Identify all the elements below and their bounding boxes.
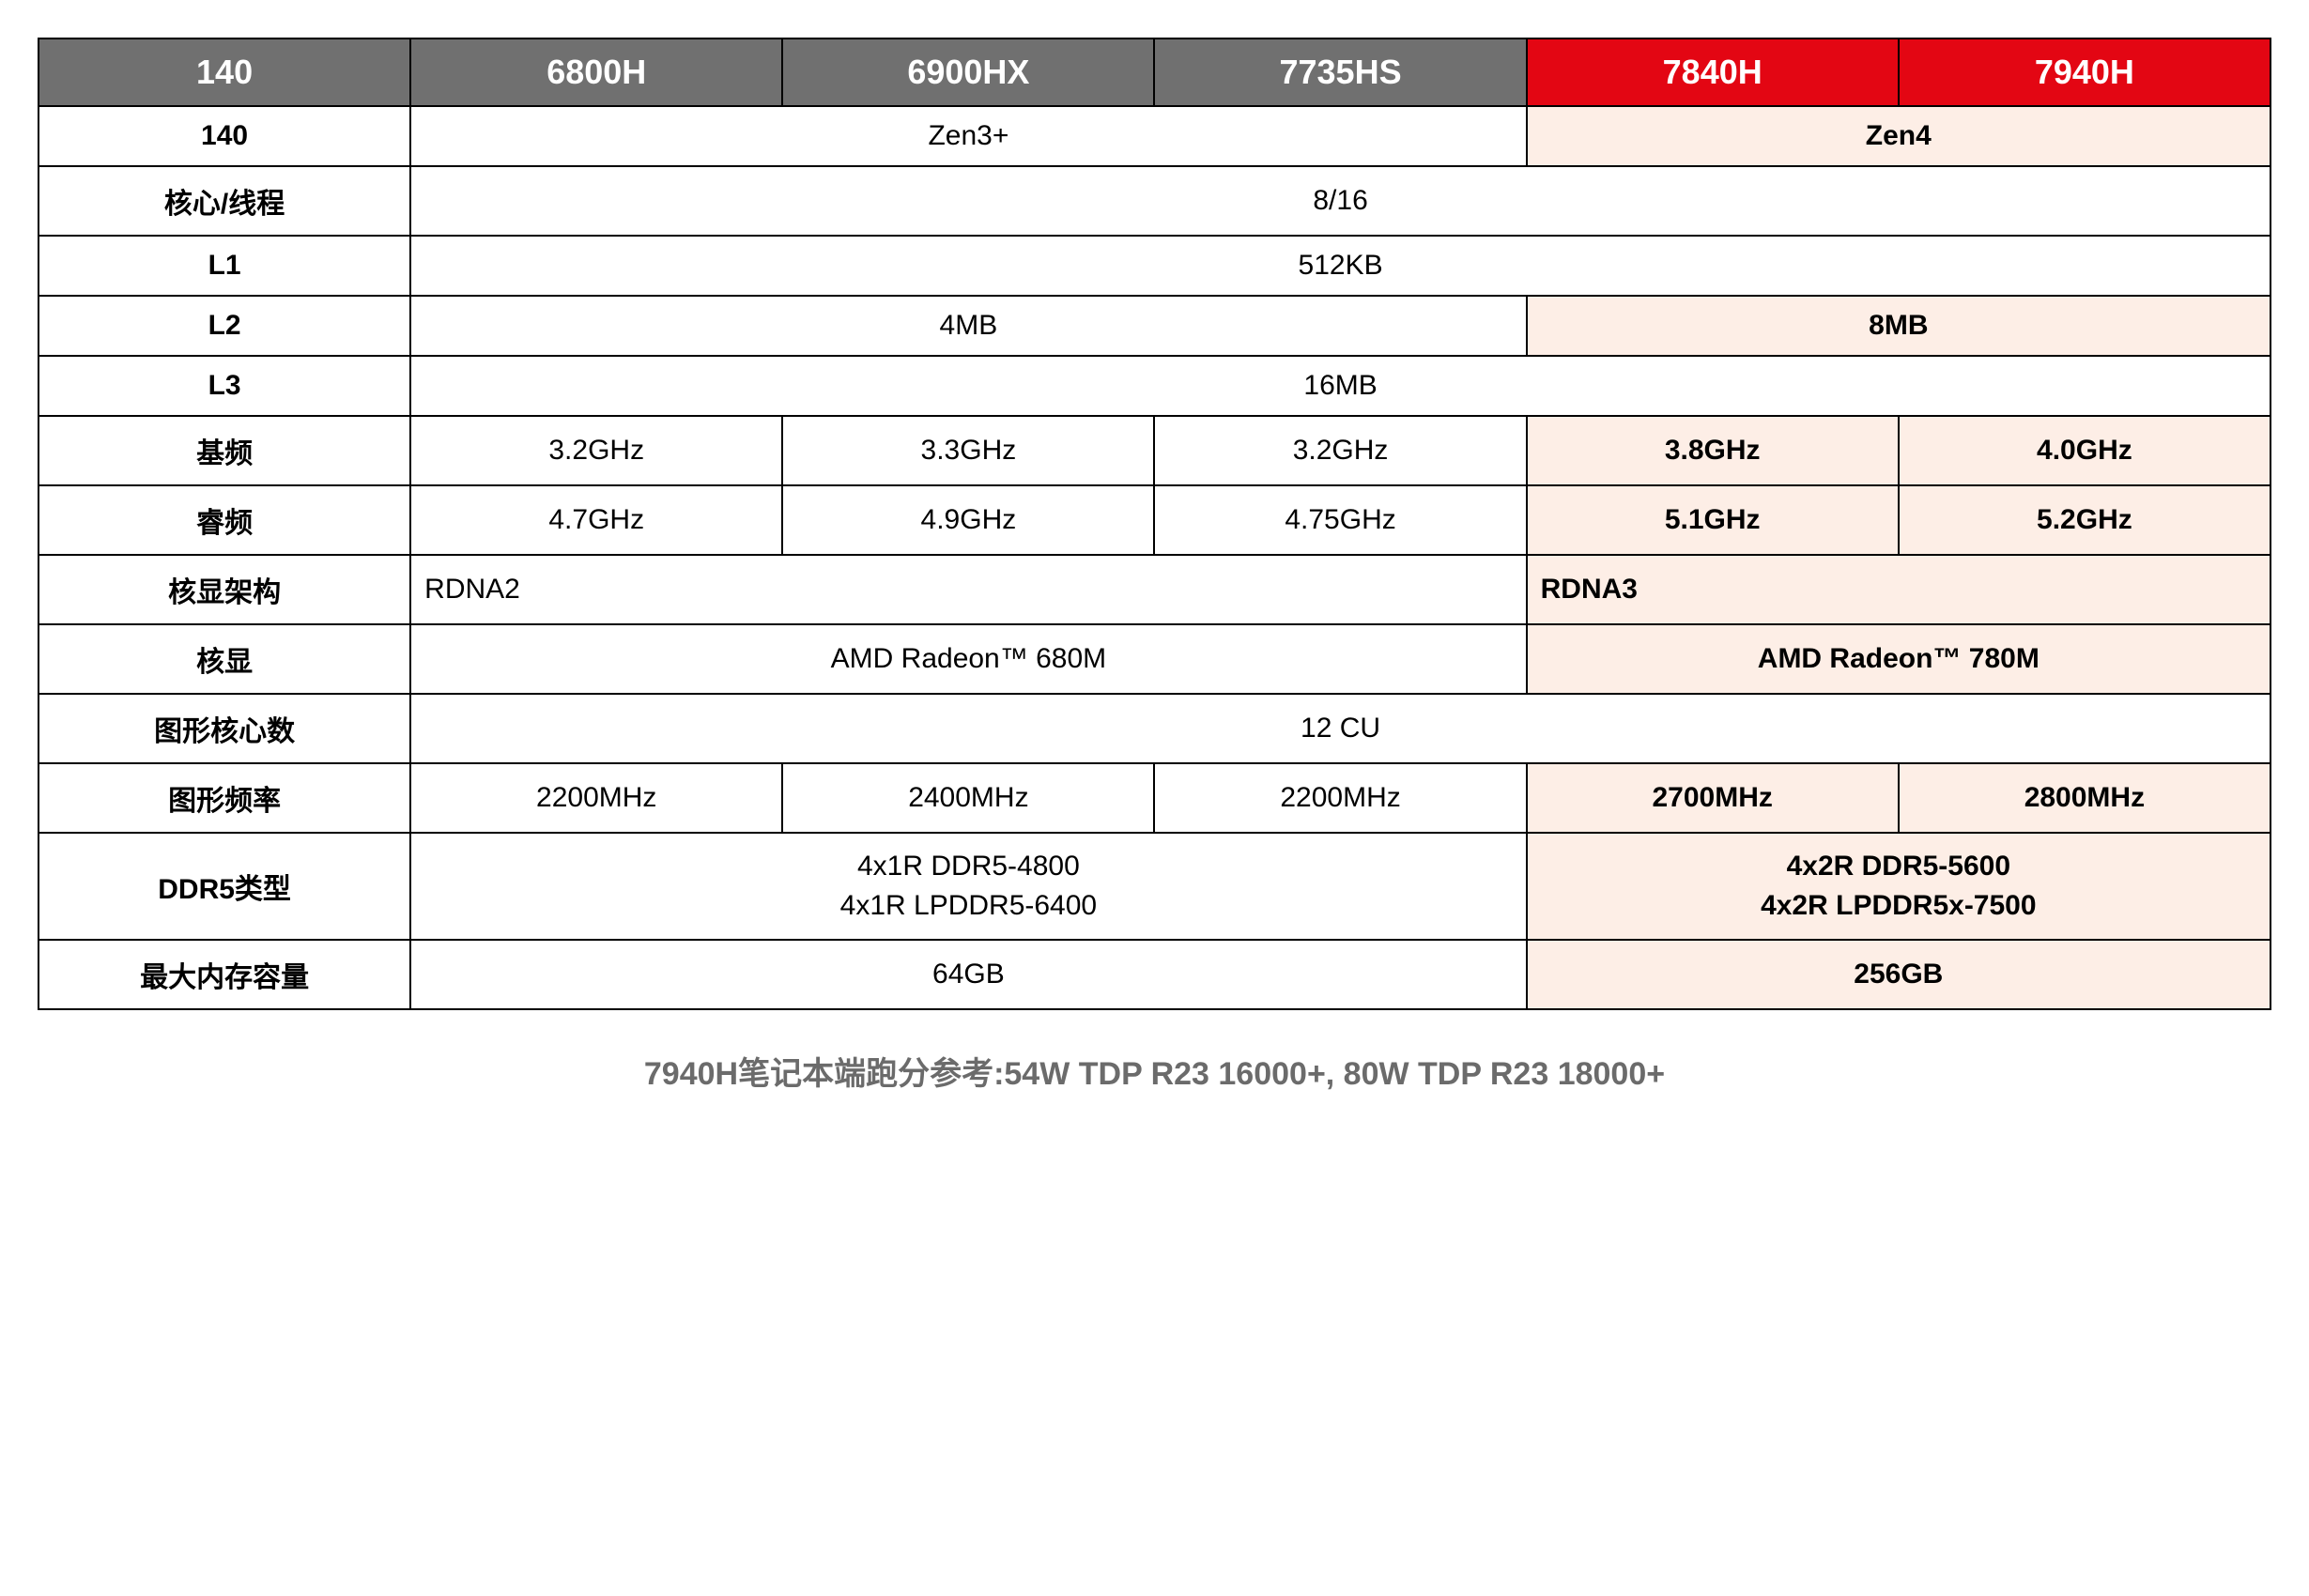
col-header-3: 7735HS [1154,38,1526,106]
cell: 2400MHz [782,763,1154,833]
cell-arch-zen3: Zen3+ [410,106,1526,166]
cell-arch-zen4: Zen4 [1527,106,2271,166]
cell-igpu-zen4: AMD Radeon™ 780M [1527,624,2271,694]
row-base-clock: 基频 3.2GHz 3.3GHz 3.2GHz 3.8GHz 4.0GHz [38,416,2271,485]
row-max-mem: 最大内存容量 64GB 256GB [38,940,2271,1009]
row-label: L2 [38,296,410,356]
cell-ddr5-zen3: 4x1R DDR5-4800 4x1R LPDDR5-6400 [410,833,1526,940]
cell-igpuarch-zen4: RDNA3 [1527,555,2271,624]
cell-maxmem-zen3: 64GB [410,940,1526,1009]
cell: 3.2GHz [1154,416,1526,485]
row-arch: 140 Zen3+ Zen4 [38,106,2271,166]
row-label: L3 [38,356,410,416]
row-label: 140 [38,106,410,166]
row-label: 基频 [38,416,410,485]
row-label: 图形核心数 [38,694,410,763]
cell: 3.8GHz [1527,416,1899,485]
row-igpu-arch: 核显架构 RDNA2 RDNA3 [38,555,2271,624]
row-label: L1 [38,236,410,296]
cell: 2800MHz [1899,763,2271,833]
ddr5-line: 4x1R DDR5-4800 [419,847,1517,886]
row-label: 最大内存容量 [38,940,410,1009]
col-header-4: 7840H [1527,38,1899,106]
row-l1: L1 512KB [38,236,2271,296]
cell-cores-all: 8/16 [410,166,2271,236]
header-row: 140 6800H 6900HX 7735HS 7840H 7940H [38,38,2271,106]
ddr5-line: 4x2R LPDDR5x-7500 [1535,886,2262,926]
cell-igpu-zen3: AMD Radeon™ 680M [410,624,1526,694]
row-label: 核显 [38,624,410,694]
cell-cu-all: 12 CU [410,694,2271,763]
cell: 3.3GHz [782,416,1154,485]
cell: 4.75GHz [1154,485,1526,555]
col-header-1: 6800H [410,38,782,106]
row-cores: 核心/线程 8/16 [38,166,2271,236]
row-label: 睿频 [38,485,410,555]
col-header-5: 7940H [1899,38,2271,106]
cell: 4.9GHz [782,485,1154,555]
cell: 2700MHz [1527,763,1899,833]
cell-l2-zen3: 4MB [410,296,1526,356]
row-label: 核心/线程 [38,166,410,236]
cell: 4.7GHz [410,485,782,555]
row-boost-clock: 睿频 4.7GHz 4.9GHz 4.75GHz 5.1GHz 5.2GHz [38,485,2271,555]
cell-maxmem-zen4: 256GB [1527,940,2271,1009]
cell-ddr5-zen4: 4x2R DDR5-5600 4x2R LPDDR5x-7500 [1527,833,2271,940]
ddr5-line: 4x1R LPDDR5-6400 [419,886,1517,926]
row-cu: 图形核心数 12 CU [38,694,2271,763]
row-l3: L3 16MB [38,356,2271,416]
ddr5-line: 4x2R DDR5-5600 [1535,847,2262,886]
col-header-0: 140 [38,38,410,106]
footnote-text: 7940H笔记本端跑分参考:54W TDP R23 16000+, 80W TD… [38,1048,2271,1094]
row-label: 图形频率 [38,763,410,833]
row-label: 核显架构 [38,555,410,624]
cell: 5.2GHz [1899,485,2271,555]
col-header-2: 6900HX [782,38,1154,106]
cell-l2-zen4: 8MB [1527,296,2271,356]
cell: 2200MHz [1154,763,1526,833]
row-ddr5: DDR5类型 4x1R DDR5-4800 4x1R LPDDR5-6400 4… [38,833,2271,940]
cell-l3-all: 16MB [410,356,2271,416]
cpu-comparison-table: 140 6800H 6900HX 7735HS 7840H 7940H 140 … [38,38,2271,1010]
cell: 3.2GHz [410,416,782,485]
cell: 5.1GHz [1527,485,1899,555]
row-l2: L2 4MB 8MB [38,296,2271,356]
row-igpu: 核显 AMD Radeon™ 680M AMD Radeon™ 780M [38,624,2271,694]
cell-igpuarch-zen3: RDNA2 [410,555,1526,624]
row-label: DDR5类型 [38,833,410,940]
row-gpu-clock: 图形频率 2200MHz 2400MHz 2200MHz 2700MHz 280… [38,763,2271,833]
cell-l1-all: 512KB [410,236,2271,296]
cell: 2200MHz [410,763,782,833]
cell: 4.0GHz [1899,416,2271,485]
